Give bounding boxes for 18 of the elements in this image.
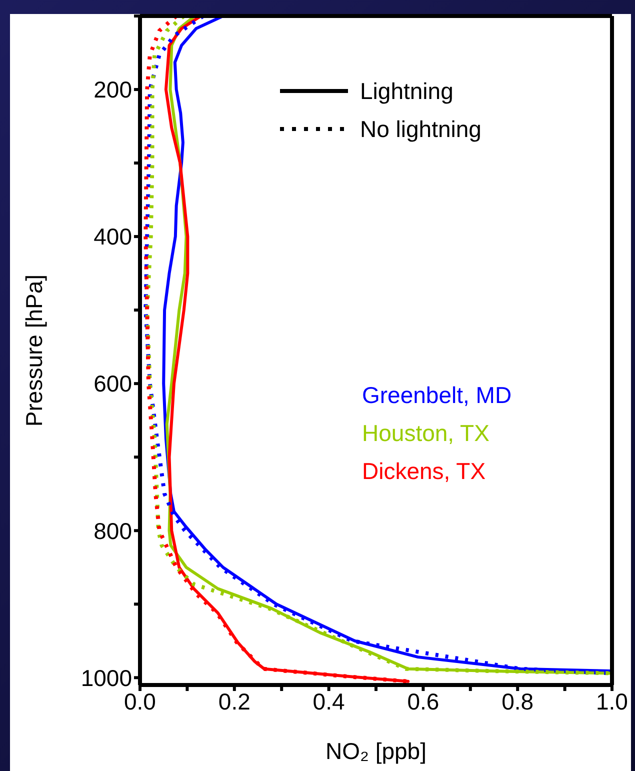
x-tick-label: 0.2 <box>218 688 250 714</box>
text: Greenbelt, MD <box>362 381 512 410</box>
annotation: No lightning <box>360 116 482 142</box>
x-tick-label: 0.0 <box>124 688 156 714</box>
annotation: Lightning <box>360 78 454 104</box>
y-tick-label: 800 <box>94 518 132 544</box>
x-tick-label: 0.6 <box>407 688 440 714</box>
x-tick-label: 1.0 <box>596 688 628 714</box>
y-tick-label: 1000 <box>80 664 132 691</box>
y-axis-title: Pressure [hPa] <box>21 274 48 427</box>
x-axis-title: NO₂ [ppb] <box>326 738 426 764</box>
y-tick-label: 400 <box>94 224 132 250</box>
text: Houston, TX <box>362 419 490 448</box>
x-tick-label: 0.8 <box>502 688 534 714</box>
text: Dickens, TX <box>362 457 487 486</box>
y-tick-label: 600 <box>94 370 132 397</box>
y-tick-label: 200 <box>94 76 132 103</box>
x-tick-label: 0.4 <box>312 688 345 714</box>
